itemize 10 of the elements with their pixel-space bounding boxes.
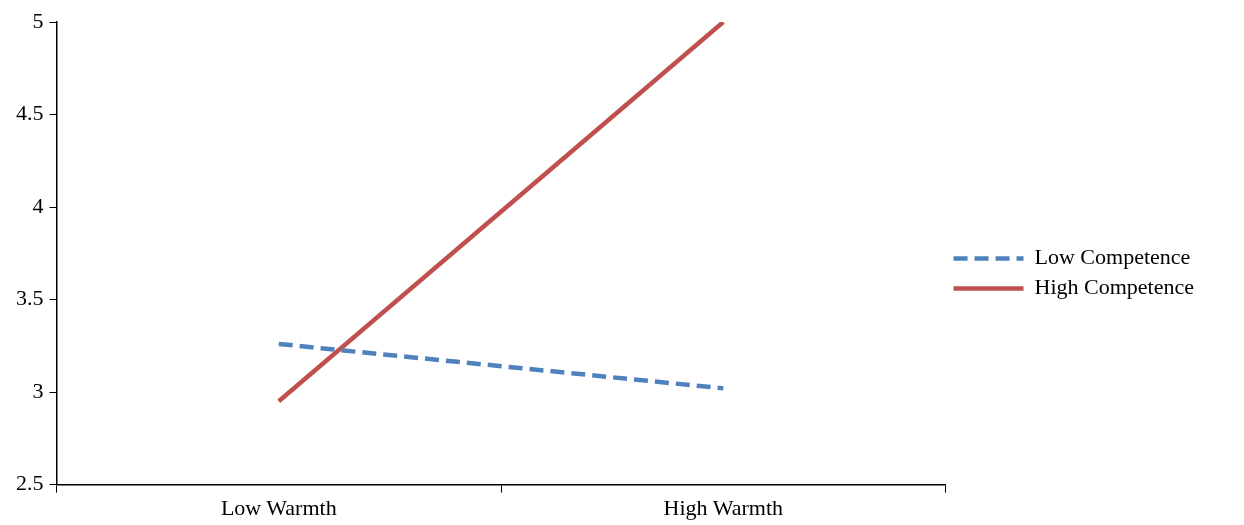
- y-tick-label: 2.5: [16, 470, 44, 496]
- y-tick-label: 3: [32, 377, 44, 403]
- y-tick-label: 3.5: [16, 285, 44, 311]
- x-tick-label: High Warmth: [663, 494, 783, 520]
- y-tick-label: 4.5: [16, 100, 44, 126]
- y-tick-label: 4: [32, 192, 44, 218]
- y-tick-label: 5: [32, 7, 44, 33]
- legend-label: Low Competence: [1034, 244, 1191, 270]
- legend-label: High Competence: [1034, 274, 1195, 300]
- x-tick-label: Low Warmth: [220, 494, 337, 520]
